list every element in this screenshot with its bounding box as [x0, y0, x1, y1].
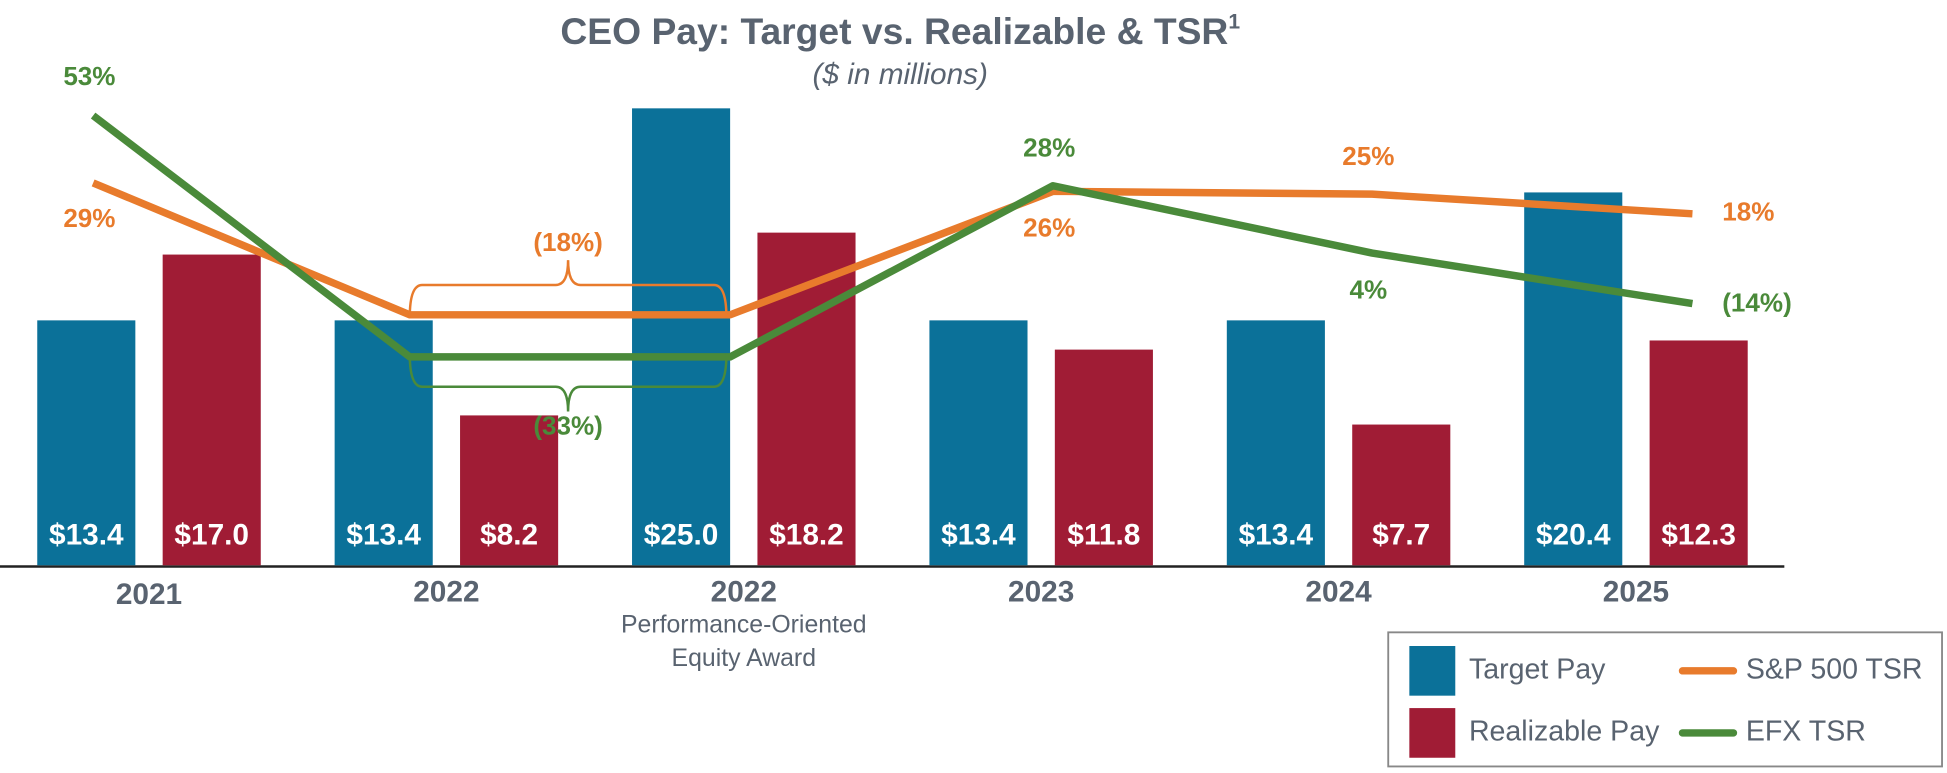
legend-label: Realizable Pay [1469, 715, 1660, 747]
bar [632, 108, 731, 566]
tsr-value-label: 29% [63, 203, 115, 233]
bar [162, 254, 261, 566]
legend: Target Pay Realizable Pay S&P 500 TSR EFX T… [1387, 631, 1943, 768]
bar-value-label: $11.8 [1067, 519, 1140, 552]
category-note: Performance-Oriented [621, 612, 867, 639]
tsr-brace [408, 354, 728, 412]
tsr-line [91, 179, 1693, 319]
title-text: CEO Pay: Target vs. Realizable & TSR [560, 10, 1228, 52]
tsr-value-label: 53% [63, 61, 115, 91]
bar [1524, 192, 1623, 566]
bar [929, 320, 1028, 566]
tsr-brace [408, 260, 728, 318]
tsr-value-label: 28% [1023, 133, 1075, 163]
x-tick-label: 2024 [1305, 576, 1372, 609]
bar-value-label: $13.4 [941, 519, 1016, 552]
tsr-value-label: (18%) [533, 227, 603, 257]
tsr-value-label: 25% [1342, 141, 1394, 171]
x-tick-label: 2025 [1603, 576, 1669, 609]
legend-swatch [1409, 708, 1456, 758]
bar-value-label: $13.4 [346, 519, 421, 552]
legend-label: S&P 500 TSR [1746, 653, 1923, 685]
legend-label: EFX TSR [1746, 715, 1866, 747]
tsr-value-label: 18% [1722, 197, 1774, 227]
bar-value-label: $12.3 [1661, 519, 1736, 552]
legend-label: Target Pay [1469, 653, 1606, 685]
x-tick-label: 2022 [711, 576, 777, 609]
tsr-value-label: 26% [1023, 213, 1075, 243]
bar-value-label: $25.0 [644, 519, 719, 552]
bar [460, 415, 559, 566]
bar-value-label: $20.4 [1536, 519, 1611, 552]
bar-value-label: $7.7 [1372, 519, 1430, 552]
x-tick-label: 2023 [1008, 576, 1074, 609]
bar [1054, 349, 1153, 566]
bar-value-label: $13.4 [1239, 519, 1314, 552]
x-tick-label: 2021 [116, 578, 182, 611]
bar [37, 320, 136, 566]
bar [1226, 320, 1325, 566]
tsr-line [90, 112, 1694, 361]
bar [1352, 424, 1451, 566]
chart-title: CEO Pay: Target vs. Realizable & TSR1 [560, 10, 1240, 52]
bar-value-label: $13.4 [49, 519, 124, 552]
tsr-value-label: (33%) [533, 411, 603, 441]
bar [334, 320, 433, 566]
x-tick-label: 2022 [413, 576, 479, 609]
category-note: Equity Award [672, 645, 816, 672]
title-footnote: 1 [1228, 10, 1240, 33]
bar-value-label: $17.0 [174, 519, 249, 552]
legend-box [1387, 631, 1943, 768]
legend-swatch [1409, 646, 1456, 696]
bar-value-label: $18.2 [769, 519, 844, 552]
tsr-value-label: 4% [1350, 274, 1388, 304]
chart-subtitle: ($ in millions) [812, 58, 988, 91]
bar-value-label: $8.2 [480, 519, 538, 552]
bar [1649, 340, 1748, 566]
tsr-value-label: (14%) [1722, 288, 1792, 318]
